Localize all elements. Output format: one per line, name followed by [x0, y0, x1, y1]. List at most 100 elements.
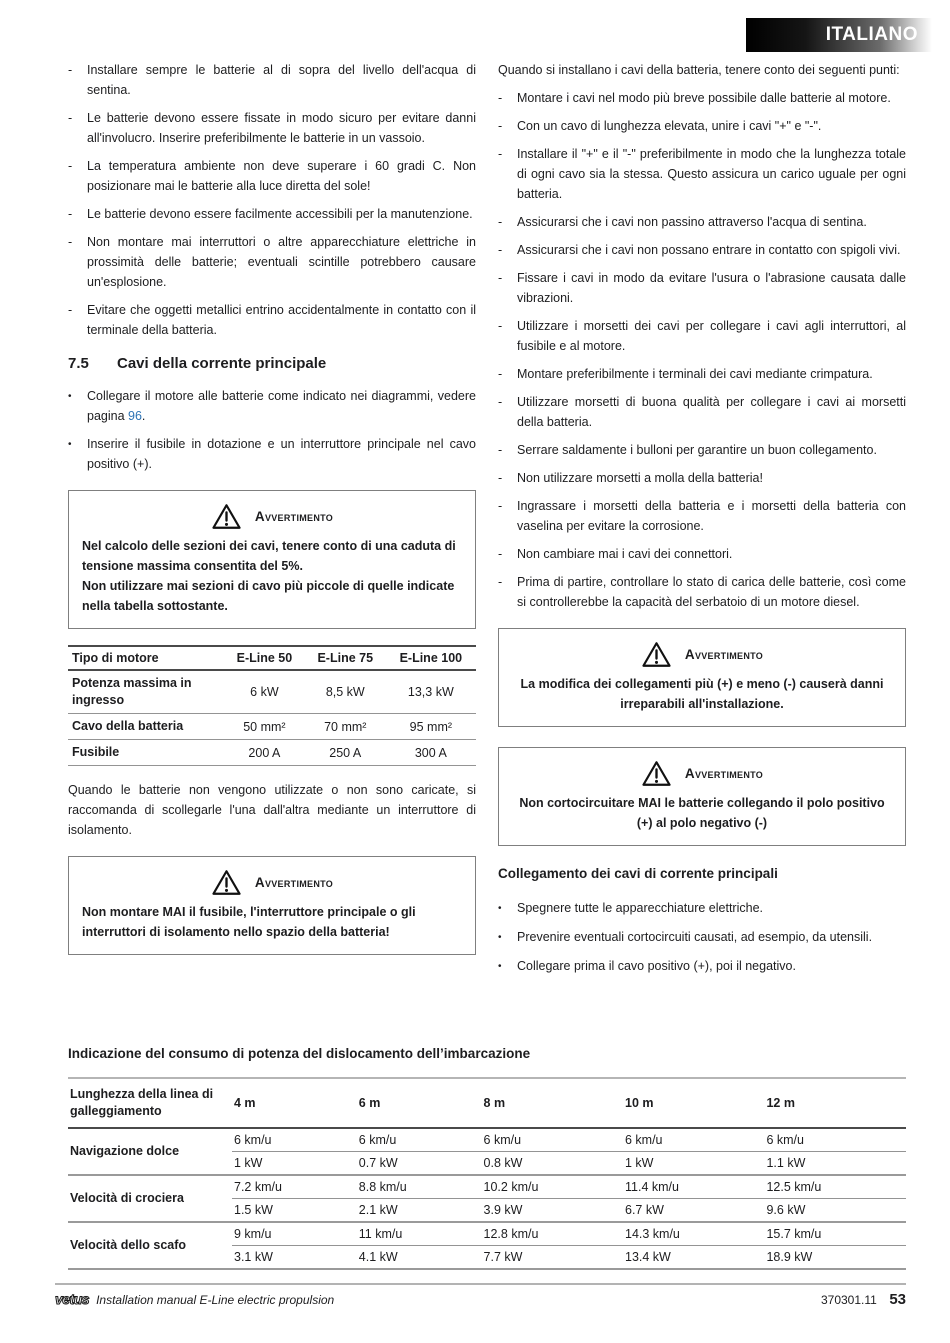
speed-cell: 11.4 km/u	[623, 1174, 765, 1199]
connection-step-item: • Collegare prima il cavo positivo (+), p…	[498, 956, 906, 977]
power-row-label: Navigazione dolce	[70, 1144, 180, 1158]
warning-triangle-icon	[642, 642, 671, 667]
bullet-marker: •	[68, 391, 72, 402]
connection-step-item: • Prevenire eventuali cortocircuiti causa…	[498, 927, 906, 948]
power-table-column-header: 8 m	[481, 1078, 623, 1129]
dash-marker: -	[498, 271, 503, 285]
dash-marker: -	[68, 207, 73, 221]
cable-note-text: Fissare i cavi in modo da evitare l'usur…	[517, 271, 906, 305]
motor-cell: 200 A	[224, 739, 305, 766]
footer-right: 370301.11 53	[821, 1291, 906, 1308]
dash-marker: -	[498, 367, 503, 381]
cable-note-item: - Assicurarsi che i cavi non possano entr…	[498, 240, 906, 260]
dash-marker: -	[498, 547, 503, 561]
cable-note-item: - Con un cavo di lunghezza elevata, unire…	[498, 116, 906, 136]
dash-marker: -	[68, 111, 73, 125]
speed-cell: 12.5 km/u	[764, 1174, 906, 1199]
cable-note-text: Non utilizzare morsetti a molla della ba…	[517, 471, 763, 485]
bullet-text-after-link: .	[141, 409, 146, 423]
cable-note-text: Installare il "+" e il "-" preferibilmen…	[517, 147, 906, 201]
motor-cell: 250 A	[304, 739, 386, 766]
main-cable-bullet-list: • Collegare il motore alle batterie come…	[68, 386, 476, 474]
bullet-marker: •	[498, 961, 502, 972]
connection-steps-list: • Spegnere tutte le apparecchiature elett…	[498, 898, 906, 977]
cable-note-item: - Non utilizzare morsetti a molla della b…	[498, 468, 906, 488]
connection-step-text: Collegare prima il cavo positivo (+), po…	[517, 959, 796, 973]
left-column: - Installare sempre le batterie al di sop…	[68, 60, 476, 985]
right-column: Quando si installano i cavi della batter…	[498, 60, 906, 985]
power-row-label: Velocità di crociera	[68, 1174, 232, 1222]
power-cell: 1.1 kW	[766, 1156, 806, 1170]
power-table-column-header: 10 m	[623, 1078, 765, 1129]
isolation-note: Quando le batterie non vengono utilizzat…	[68, 783, 476, 837]
warning-text: Non utilizzare mai sezioni di cavo più p…	[82, 579, 455, 613]
speed-cell: 6 km/u	[481, 1128, 623, 1152]
power-consumption-section: Indicazione del consumo di potenza del d…	[68, 1046, 906, 1270]
power-table-column-header: 4 m	[232, 1078, 357, 1129]
power-table-power-row: 1.5 kW 2.1 kW 3.9 kW 6.7 kW 9.6 kW	[68, 1199, 906, 1223]
speed-cell: 6 km/u	[764, 1128, 906, 1152]
cable-note-item: - Installare il "+" e il "-" preferibilme…	[498, 144, 906, 204]
warning-header: Avvertimento	[82, 869, 462, 896]
document-number: 370301.11	[820, 1293, 877, 1307]
cable-note-item: - Serrare saldamente i bulloni per garant…	[498, 440, 906, 460]
motor-table-header: E-Line 75	[304, 645, 386, 671]
bullet-text-before-link: Collegare il motore alle batterie come i…	[87, 389, 476, 423]
bullet-marker: •	[498, 903, 502, 914]
cable-note-text: Montare preferibilmente i terminali dei …	[517, 367, 873, 381]
power-table-header-row: Lunghezza della linea di galleggiamento …	[68, 1078, 906, 1129]
battery-note-text: Evitare che oggetti metallici entrino ac…	[87, 303, 476, 337]
power-consumption-table: Lunghezza della linea di galleggiamento …	[68, 1077, 906, 1270]
warning-triangle-icon	[212, 870, 241, 895]
dash-marker: -	[498, 319, 503, 333]
warning-triangle-icon	[642, 761, 671, 786]
power-cell: 0.8 kW	[483, 1156, 523, 1170]
power-cell: 2.1 kW	[358, 1203, 398, 1217]
cable-note-item: - Non cambiare mai i cavi dei connettori.	[498, 544, 906, 564]
speed-cell: 12.8 km/u	[481, 1221, 623, 1246]
cable-note-text: Con un cavo di lunghezza elevata, unire …	[517, 119, 822, 133]
motor-row-label: Cavo della batteria	[68, 713, 224, 740]
connection-subheading: Collegamento dei cavi di corrente princi…	[498, 866, 778, 881]
power-cell: 4.1 kW	[358, 1250, 398, 1264]
cable-note-text: Non cambiare mai i cavi dei connettori.	[517, 547, 733, 561]
dash-marker: -	[498, 119, 503, 133]
cable-note-text: Montare i cavi nel modo più breve possib…	[517, 91, 891, 105]
motor-cell: 50 mm²	[224, 713, 305, 740]
battery-note-text: Non montare mai interruttori o altre app…	[87, 235, 476, 289]
power-table-column-header: 6 m	[356, 1078, 482, 1129]
motor-table-header: E-Line 50	[224, 645, 305, 671]
warning-header: Avvertimento	[82, 503, 462, 530]
section-number: 7.5	[68, 355, 89, 372]
bullet-marker: •	[68, 439, 72, 450]
cable-note-text: Utilizzare morsetti di buona qualità per…	[517, 395, 906, 429]
cable-note-item: - Fissare i cavi in modo da evitare l'usu…	[498, 268, 906, 308]
speed-cell: 8.8 km/u	[356, 1174, 482, 1199]
power-cell: 0.7 kW	[358, 1156, 398, 1170]
speed-cell: 11 km/u	[356, 1221, 482, 1246]
power-cell: 1.5 kW	[234, 1203, 273, 1217]
warning-box-polarity: Avvertimento La modifica dei collegament…	[498, 628, 906, 727]
speed-cell: 14.3 km/u	[623, 1221, 765, 1246]
battery-placement-list: - Installare sempre le batterie al di sop…	[68, 60, 476, 340]
motor-table-row: Cavo della batteria 50 mm² 70 mm² 95 mm²	[68, 713, 476, 740]
dash-marker: -	[498, 243, 503, 257]
motor-table-header: Tipo di motore	[68, 645, 224, 671]
warning-box-battery-space: Avvertimento Non montare MAI il fusibile…	[68, 856, 476, 955]
motor-cell: 8,5 kW	[304, 670, 386, 714]
dash-marker: -	[498, 395, 503, 409]
speed-cell: 7.2 km/u	[232, 1174, 357, 1199]
power-table-title: Indicazione del consumo di potenza del d…	[68, 1046, 531, 1061]
cable-note-item: - Montare i cavi nel modo più breve possi…	[498, 88, 906, 108]
power-cell: 6.7 kW	[625, 1203, 664, 1217]
speed-cell: 6 km/u	[356, 1128, 482, 1152]
bullet-item: • Collegare il motore alle batterie come…	[68, 386, 476, 426]
page-96-link[interactable]: 96	[128, 409, 142, 423]
power-table-speed-row: Velocità di crociera 7.2 km/u 8.8 km/u 1…	[68, 1174, 906, 1222]
warning-triangle-icon	[212, 504, 241, 529]
warning-box-short-circuit: Avvertimento Non cortocircuitare MAI le …	[498, 747, 906, 846]
page-footer: vetus Installation manual E-Line electri…	[54, 1283, 906, 1308]
power-cell: 13.4 kW	[625, 1250, 671, 1264]
bullet-text: Collegare il motore alle batterie come i…	[87, 386, 476, 426]
power-cell: 9.6 kW	[766, 1203, 806, 1217]
